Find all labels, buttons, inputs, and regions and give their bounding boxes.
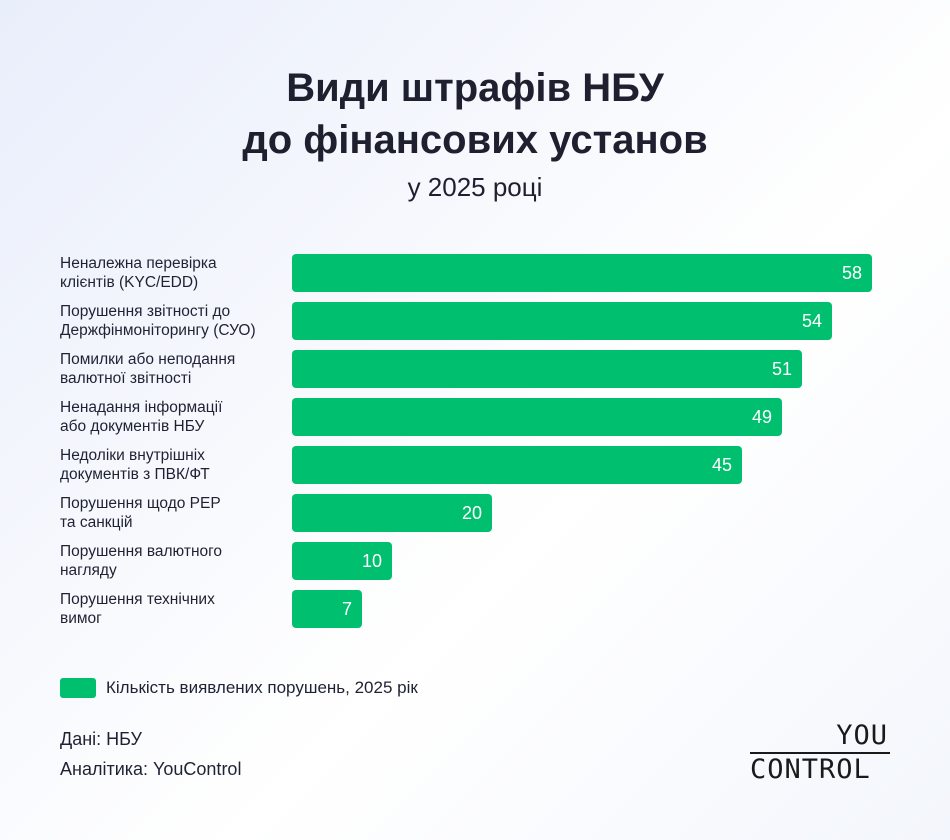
category-label: Помилки або неподання валютної звітності — [60, 351, 235, 387]
bar-value-label: 45 — [712, 455, 732, 475]
category-label-line: Неналежна перевірка — [60, 255, 217, 272]
bar-value-label: 58 — [842, 263, 862, 283]
category-label-line: Держфінмоніторингу (СУО) — [60, 322, 256, 339]
bar-chart: Неналежна перевірка клієнтів (KYC/EDD) 58 П… — [60, 254, 872, 628]
credits: Дані: НБУ Аналітика: YouControl — [60, 724, 241, 784]
bar-value-label: 51 — [772, 359, 792, 379]
chart-title-line-2: до фінансових установ — [242, 118, 708, 162]
bar — [292, 542, 392, 580]
category-label-line: документів з ПВК/ФТ — [60, 466, 210, 483]
category-label-line: Порушення валютного — [60, 543, 222, 560]
bar — [292, 350, 802, 388]
category-label-line: та санкцій — [60, 514, 133, 531]
youcontrol-logo: YOU CONTROL — [750, 722, 890, 784]
category-label: Порушення звітності до Держфінмоніторингу… — [60, 303, 256, 339]
legend-swatch — [60, 678, 96, 698]
bar — [292, 494, 492, 532]
bar-value-label: 7 — [342, 599, 352, 619]
category-label-line: Порушення технічних — [60, 591, 215, 608]
bar-value-label: 10 — [362, 551, 382, 571]
category-label-line: Недоліки внутрішніх — [60, 447, 205, 464]
category-label: Неналежна перевірка клієнтів (KYC/EDD) — [60, 255, 217, 291]
chart-title-line-1: Види штрафів НБУ — [286, 66, 664, 110]
legend-label: Кількість виявлених порушень, 2025 рік — [106, 678, 418, 697]
bar-value-label: 54 — [802, 311, 822, 331]
category-label-line: клієнтів (KYC/EDD) — [60, 274, 198, 291]
category-label-line: вимог — [60, 610, 102, 627]
category-label-line: Ненадання інформації — [60, 399, 223, 416]
bar — [292, 254, 872, 292]
category-label-line: або документів НБУ — [60, 418, 205, 435]
category-label: Порушення валютного нагляду — [60, 543, 222, 579]
bar — [292, 446, 742, 484]
chart-subtitle: у 2025 році — [407, 172, 543, 202]
data-source: Дані: НБУ — [60, 729, 142, 749]
category-label-line: Порушення щодо РЕР — [60, 495, 221, 512]
bar — [292, 590, 362, 628]
logo-text-you: YOU — [836, 720, 888, 751]
logo-divider — [750, 752, 890, 754]
category-label: Порушення щодо РЕР та санкцій — [60, 495, 221, 531]
category-label-line: нагляду — [60, 562, 117, 579]
bar-value-label: 49 — [752, 407, 772, 427]
category-label-line: Порушення звітності до — [60, 303, 230, 320]
category-label-line: валютної звітності — [60, 370, 191, 387]
category-label-line: Помилки або неподання — [60, 351, 235, 368]
bar — [292, 398, 782, 436]
analytics-credit: Аналітика: YouControl — [60, 759, 242, 779]
bar-value-label: 20 — [462, 503, 482, 523]
legend: Кількість виявлених порушень, 2025 рік — [60, 678, 418, 698]
bar — [292, 302, 832, 340]
logo-text-control: CONTROL — [750, 754, 871, 785]
category-label: Порушення технічних вимог — [60, 591, 215, 627]
chart-title: Види штрафів НБУ до фінансових установ — [0, 62, 950, 166]
category-label: Ненадання інформації або документів НБУ — [60, 399, 223, 435]
category-label: Недоліки внутрішніх документів з ПВК/ФТ — [60, 447, 210, 483]
